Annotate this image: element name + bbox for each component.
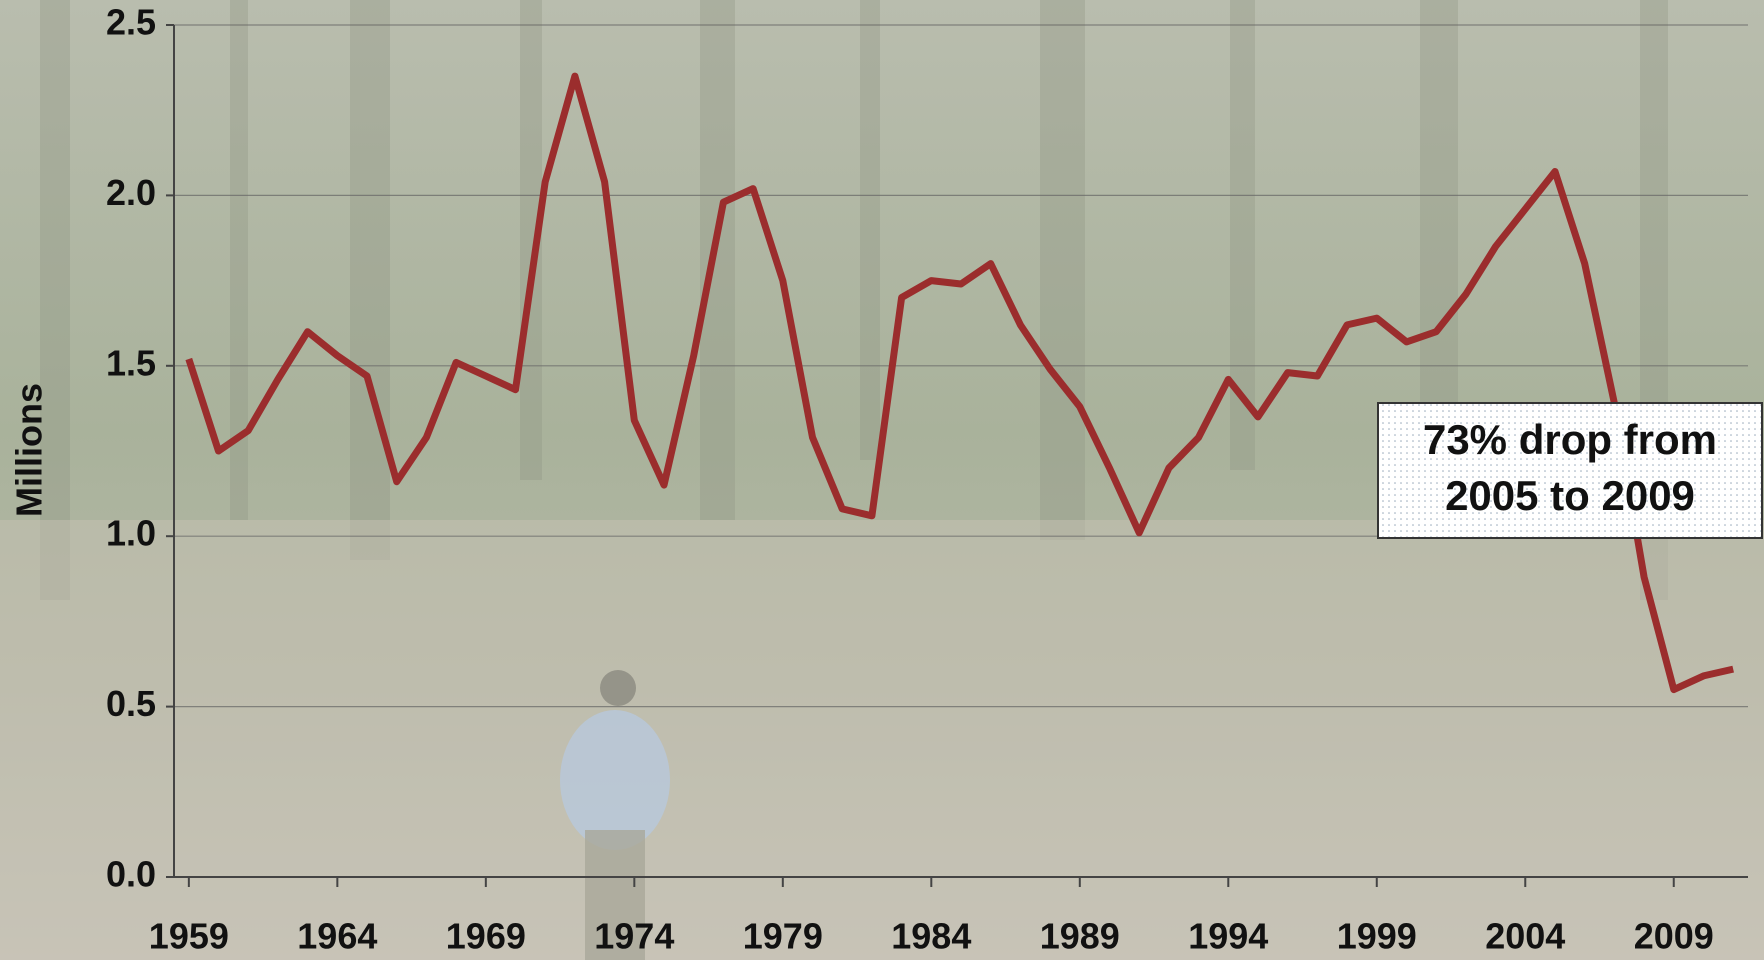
x-tick-label: 1994 bbox=[1188, 916, 1268, 957]
y-tick-label: 0.5 bbox=[106, 683, 156, 724]
y-tick-label: 2.0 bbox=[106, 172, 156, 213]
x-tick-label: 1974 bbox=[594, 916, 674, 957]
y-tick-label: 0.0 bbox=[106, 854, 156, 895]
x-tick-label: 1999 bbox=[1337, 916, 1417, 957]
x-tick-label: 1969 bbox=[446, 916, 526, 957]
annotation: 73% drop from 2005 to 2009 bbox=[1378, 403, 1762, 538]
annotation-text: 2005 to 2009 bbox=[1445, 472, 1695, 519]
x-tick-label: 1959 bbox=[149, 916, 229, 957]
annotation-text: 73% drop from bbox=[1423, 416, 1717, 463]
page: {"chart_data": {"type": "line", "y_label… bbox=[0, 0, 1764, 960]
x-tick-label: 1979 bbox=[743, 916, 823, 957]
chart: 0.0 0.5 1.0 1.5 2.0 2.5 1959 1964 1969 1974 1979 19… bbox=[0, 0, 1764, 960]
x-tick-label: 1984 bbox=[891, 916, 971, 957]
x-tick-label: 2009 bbox=[1634, 916, 1714, 957]
y-tick-label: 2.5 bbox=[106, 2, 156, 43]
x-tick-label: 1989 bbox=[1040, 916, 1120, 957]
y-axis-label: Millions bbox=[9, 383, 50, 517]
y-tick-label: 1.0 bbox=[106, 513, 156, 554]
y-tick-label: 1.5 bbox=[106, 342, 156, 383]
x-tick-label: 2004 bbox=[1485, 916, 1565, 957]
x-tick-label: 1964 bbox=[297, 916, 377, 957]
